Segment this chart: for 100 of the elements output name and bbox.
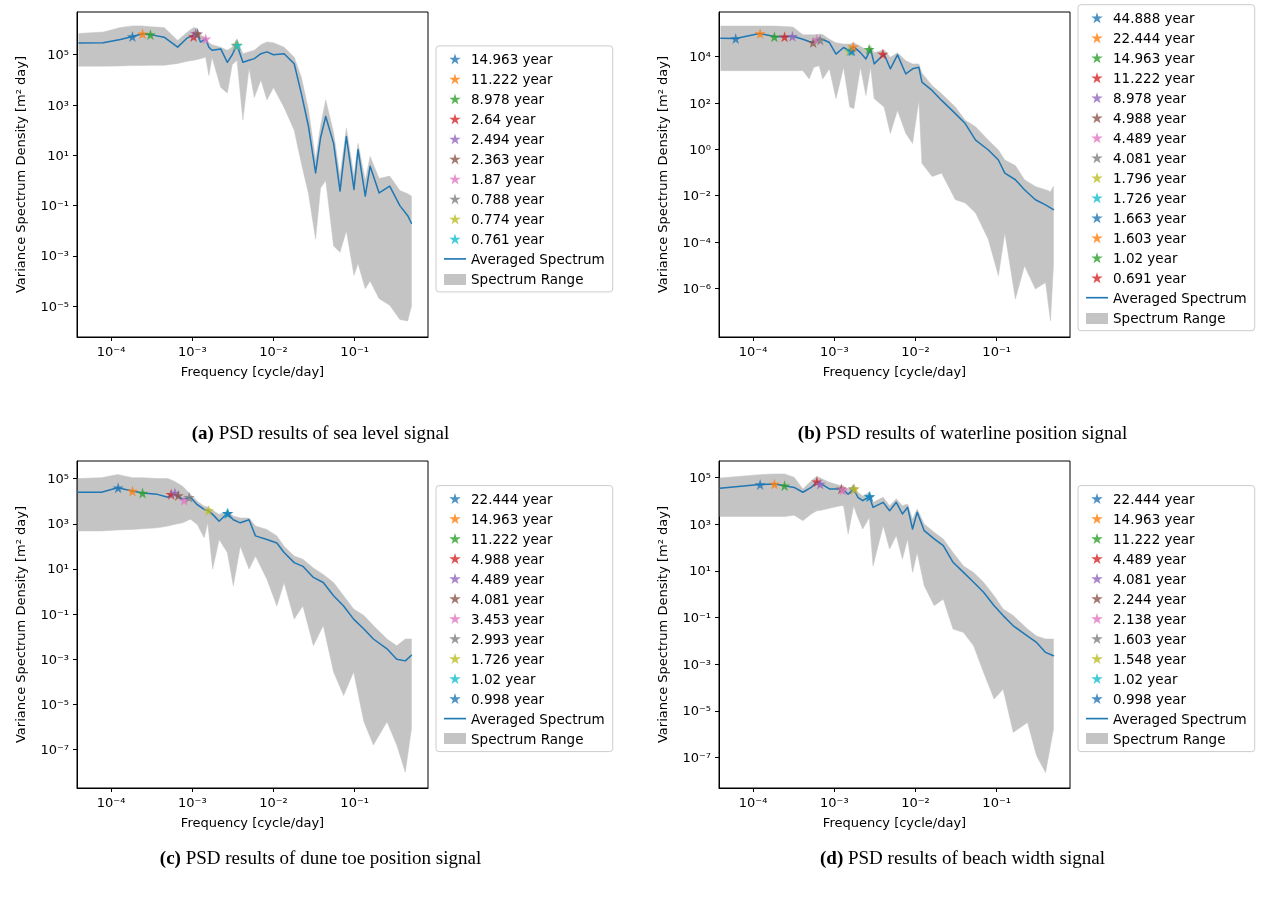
legend-label: 22.444 year (1113, 490, 1196, 507)
legend-label: 44.888 year (1113, 9, 1196, 26)
legend-label: 14.963 year (471, 50, 554, 67)
legend-label: 22.444 year (1113, 29, 1196, 46)
legend-label: 14.963 year (1113, 510, 1196, 527)
x-tick-label: 10⁻³ (819, 344, 849, 359)
y-tick-label: 10⁻⁵ (40, 696, 69, 712)
legend-label: 1.726 year (471, 650, 545, 667)
y-tick-label: 10⁻² (682, 188, 711, 204)
y-tick-label: 10⁻⁴ (682, 234, 711, 250)
legend-label: 1.02 year (1113, 670, 1178, 687)
y-tick-label: 10¹ (47, 147, 69, 163)
x-tick-label: 10⁻³ (177, 344, 207, 359)
y-tick-label: 10⁵ (689, 469, 711, 485)
y-tick-label: 10⁻⁷ (40, 742, 69, 758)
legend-label: 1.726 year (1113, 189, 1187, 206)
x-tick-label: 10⁻⁴ (96, 795, 126, 810)
x-tick-label: 10⁻⁴ (96, 344, 126, 359)
y-tick-label: 10⁻¹ (40, 198, 69, 214)
y-axis-title: Variance Spectrum Density [m² day] (655, 55, 670, 294)
legend-label: 1.603 year (1113, 229, 1187, 246)
text: (c) PSD results of dune toe position signal (159, 847, 482, 869)
x-tick-label: 10⁻² (901, 795, 930, 810)
x-tick-label: 10⁻² (259, 344, 288, 359)
legend-label: 1.548 year (1113, 650, 1187, 667)
x-tick-label: 10⁻³ (819, 795, 849, 810)
y-tick-label: 10¹ (689, 563, 711, 579)
y-tick-label: 10⁻³ (40, 248, 69, 264)
y-tick-label: 10³ (689, 516, 711, 532)
legend-label: 2.494 year (471, 130, 545, 147)
legend-label: 1.663 year (1113, 209, 1187, 226)
legend-label: 4.988 year (471, 550, 545, 567)
x-tick-label: 10⁻¹ (982, 795, 1011, 810)
y-tick-label: 10² (689, 95, 711, 111)
legend-label: 1.796 year (1113, 169, 1187, 186)
legend-label: 0.761 year (471, 230, 545, 247)
text: (a) PSD results of sea level signal (191, 422, 450, 444)
y-tick-label: 10⁻¹ (40, 606, 69, 622)
y-tick-label: 10⁻¹ (682, 609, 711, 625)
legend-label: 4.081 year (471, 590, 545, 607)
text: Spectrum Range (1113, 730, 1226, 747)
legend-label: 11.222 year (471, 70, 554, 87)
y-tick-label: 10¹ (47, 561, 69, 577)
text: (b) PSD results of waterline position signal (797, 422, 1128, 444)
legend-label: 1.87 year (471, 170, 536, 187)
legend-label: 0.691 year (1113, 269, 1187, 286)
legend-label: 2.363 year (471, 150, 545, 167)
legend-label: 4.081 year (1113, 149, 1187, 166)
legend-label: 2.993 year (471, 630, 545, 647)
x-tick-label: 10⁻² (259, 795, 288, 810)
legend-label: 1.02 year (1113, 249, 1178, 266)
legend-label: 22.444 year (471, 490, 554, 507)
x-tick-label: 10⁻⁴ (738, 344, 768, 359)
y-tick-label: 10⁻³ (40, 651, 69, 667)
legend-label: 3.453 year (471, 610, 545, 627)
legend-label: 2.244 year (1113, 590, 1187, 607)
text: Spectrum Range (1113, 309, 1226, 326)
y-tick-label: 10³ (47, 516, 69, 532)
legend-label: 4.489 year (1113, 129, 1187, 146)
legend-label: Averaged Spectrum (471, 250, 605, 267)
legend-label: 1.603 year (1113, 630, 1187, 647)
legend-label: 11.222 year (1113, 530, 1196, 547)
text: (d) PSD results of beach width signal (820, 847, 1105, 869)
legend-label: Averaged Spectrum (1113, 289, 1247, 306)
x-tick-label: 10⁻¹ (340, 344, 369, 359)
legend-label: 0.774 year (471, 210, 545, 227)
y-tick-label: 10³ (47, 97, 69, 113)
y-axis-title: Variance Spectrum Density [m² day] (655, 505, 670, 744)
y-axis-title: Variance Spectrum Density [m² day] (13, 505, 28, 744)
x-axis-title: Frequency [cycle/day] (180, 815, 325, 830)
x-axis-title: Frequency [cycle/day] (822, 364, 967, 379)
y-tick-label: 10⁻⁵ (40, 298, 69, 314)
legend-label: 4.988 year (1113, 109, 1187, 126)
legend-label: 8.978 year (471, 90, 545, 107)
legend-label: 0.788 year (471, 190, 545, 207)
x-tick-label: 10⁻¹ (340, 795, 369, 810)
y-tick-label: 10⁰ (689, 141, 711, 157)
y-tick-label: 10⁵ (47, 471, 69, 487)
x-tick-label: 10⁻⁴ (738, 795, 768, 810)
legend-label: 4.489 year (1113, 550, 1187, 567)
y-axis-title: Variance Spectrum Density [m² day] (13, 55, 28, 294)
text: Spectrum Range (471, 730, 584, 747)
x-axis-title: Frequency [cycle/day] (822, 815, 967, 830)
x-axis-title: Frequency [cycle/day] (180, 364, 325, 379)
x-tick-label: 10⁻¹ (982, 344, 1011, 359)
y-tick-label: 10⁻⁶ (682, 280, 711, 296)
legend-label: 4.489 year (471, 570, 545, 587)
legend-label: 11.222 year (1113, 69, 1196, 86)
y-tick-label: 10⁻⁷ (682, 750, 711, 766)
y-tick-label: 10⁻⁵ (682, 703, 711, 719)
legend-label: 14.963 year (1113, 49, 1196, 66)
legend-label: 8.978 year (1113, 89, 1187, 106)
legend-label: 4.081 year (1113, 570, 1187, 587)
y-tick-label: 10⁵ (47, 47, 69, 63)
legend-label: 2.138 year (1113, 610, 1187, 627)
legend-label: 2.64 year (471, 110, 536, 127)
x-tick-label: 10⁻² (901, 344, 930, 359)
legend-label: 0.998 year (471, 690, 545, 707)
legend-label: 1.02 year (471, 670, 536, 687)
y-tick-label: 10⁴ (689, 49, 711, 65)
